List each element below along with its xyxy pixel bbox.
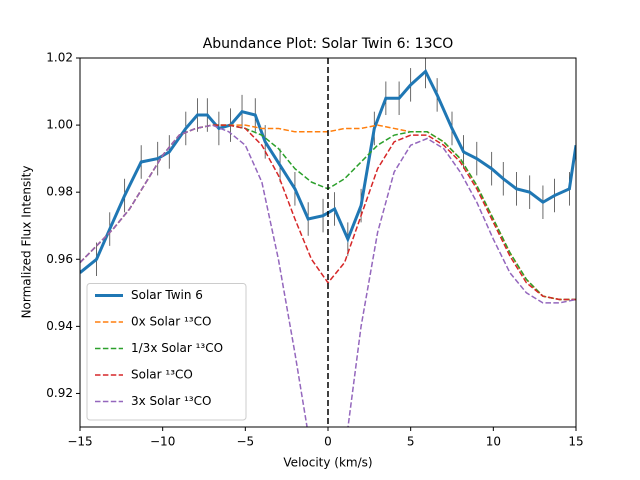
- legend-label: 1/3x Solar ¹³CO: [131, 341, 223, 355]
- x-axis-label: Velocity (km/s): [283, 456, 372, 470]
- plot-area: [80, 58, 576, 427]
- chart-title: Abundance Plot: Solar Twin 6: 13CO: [203, 36, 454, 52]
- legend-box: [86, 283, 247, 421]
- plot-frame: [79, 57, 577, 428]
- y-axis-label: Normalized Flux Intensity: [20, 166, 34, 319]
- x-tick-label: 5: [407, 435, 415, 449]
- legend-label: 3x Solar ¹³CO: [131, 394, 211, 408]
- y-tick-label: 1.00: [46, 118, 73, 132]
- series-line: [80, 68, 576, 274]
- y-tick-label: 1.02: [46, 51, 73, 65]
- y-tick-label: 0.98: [46, 185, 73, 199]
- legend-label: Solar Twin 6: [131, 288, 203, 302]
- y-tick-label: 0.94: [46, 319, 73, 333]
- x-tick-label: −10: [150, 435, 175, 449]
- x-tick-label: −5: [236, 435, 254, 449]
- legend-label: 0x Solar ¹³CO: [131, 315, 211, 329]
- x-tick-label: 10: [486, 435, 501, 449]
- x-tick-label: −15: [67, 435, 92, 449]
- x-tick-label: 0: [324, 435, 332, 449]
- legend-label: Solar ¹³CO: [131, 368, 193, 382]
- series-line: [80, 124, 576, 427]
- y-tick-label: 0.92: [46, 386, 73, 400]
- x-tick-label: 15: [568, 435, 583, 449]
- y-tick-label: 0.96: [46, 252, 73, 266]
